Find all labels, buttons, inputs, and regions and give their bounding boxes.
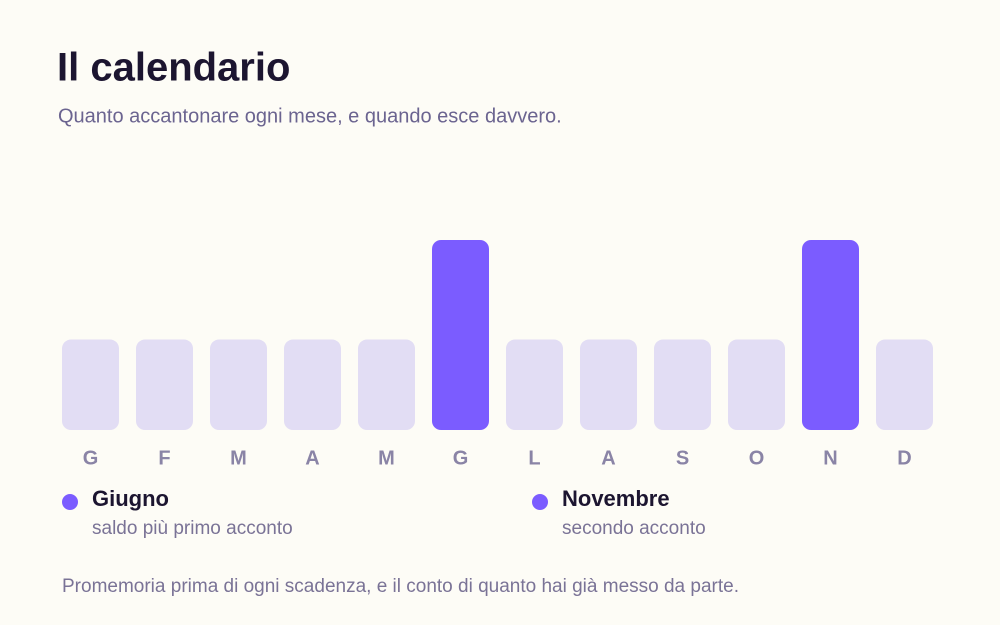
bar <box>284 339 341 430</box>
bar <box>62 339 119 430</box>
x-tick-label: M <box>378 447 395 469</box>
x-tick-label: F <box>158 447 170 469</box>
legend-subtitle: saldo più primo acconto <box>92 518 293 539</box>
bar <box>358 339 415 430</box>
title: Il calendario <box>57 46 290 90</box>
bar <box>580 339 637 430</box>
x-tick-label: L <box>528 447 540 469</box>
bar <box>654 339 711 430</box>
legend-dot <box>532 494 548 510</box>
bar <box>728 339 785 430</box>
x-tick-label: A <box>305 447 319 469</box>
x-tick-label: O <box>749 447 765 469</box>
legend-title: Giugno <box>92 486 169 511</box>
subtitle: Quanto accantonare ogni mese, e quando e… <box>58 105 562 127</box>
bar <box>876 339 933 430</box>
bar <box>210 339 267 430</box>
legend-subtitle: secondo acconto <box>562 518 706 539</box>
x-tick-label: M <box>230 447 247 469</box>
footer-note: Promemoria prima di ogni scadenza, e il … <box>62 576 739 597</box>
bar <box>506 339 563 430</box>
legend-dot <box>62 494 78 510</box>
x-tick-label: D <box>897 447 911 469</box>
x-tick-label: G <box>453 447 469 469</box>
x-tick-label: S <box>676 447 689 469</box>
x-tick-label: N <box>823 447 837 469</box>
bar <box>136 339 193 430</box>
legend-title: Novembre <box>562 486 670 511</box>
bar <box>432 240 489 430</box>
x-tick-label: G <box>83 447 99 469</box>
x-tick-label: A <box>601 447 615 469</box>
bar <box>802 240 859 430</box>
